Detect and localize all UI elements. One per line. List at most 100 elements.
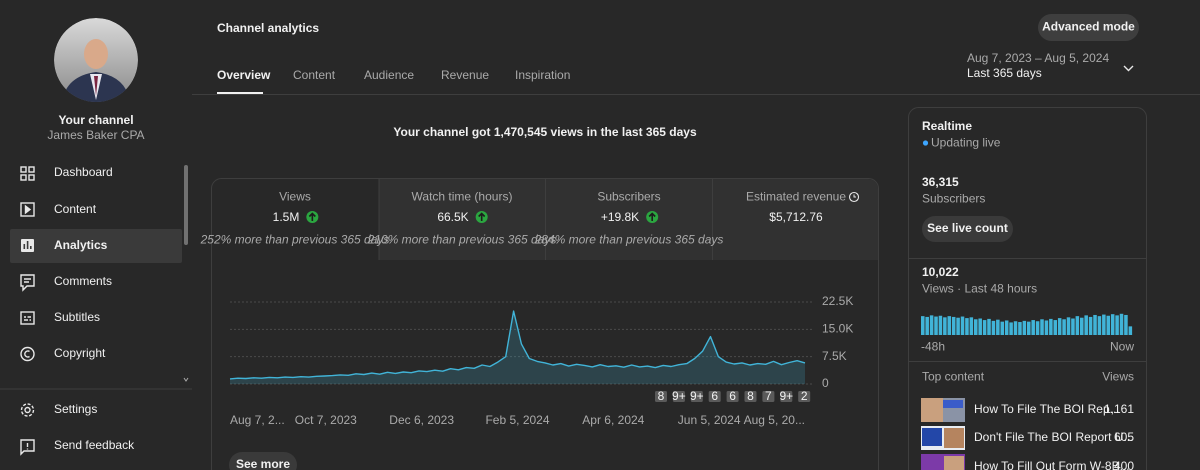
metric-value[interactable]: +19.8K xyxy=(601,210,639,224)
bar xyxy=(947,316,952,335)
nav-item[interactable]: Content xyxy=(54,202,97,216)
annotation-badge[interactable] xyxy=(672,391,685,402)
annotation-label[interactable]: 2 xyxy=(801,389,808,403)
content-title[interactable]: How To Fill Out Form W-8B... xyxy=(974,459,1130,470)
annotation-badge[interactable] xyxy=(780,391,793,402)
x-tick-label: Oct 7, 2023 xyxy=(295,413,357,427)
metric-label[interactable]: Estimated revenue xyxy=(746,190,846,204)
advanced-mode-button[interactable] xyxy=(1038,14,1139,41)
annotation-label[interactable]: 8 xyxy=(658,389,665,403)
annotation-label[interactable]: 8 xyxy=(747,389,754,403)
annotation-badge[interactable] xyxy=(798,391,811,402)
tab[interactable]: Revenue xyxy=(441,68,489,82)
metric-change: 284% more than previous 365 days xyxy=(534,233,724,247)
header: Channel analytics Overview Content Audie… xyxy=(192,14,1200,95)
date-period[interactable]: Last 365 days xyxy=(967,66,1042,80)
annotation-label[interactable]: 7 xyxy=(765,389,772,403)
bar xyxy=(1018,322,1022,335)
bar xyxy=(921,316,925,335)
bar xyxy=(978,318,982,335)
bar xyxy=(943,317,947,335)
annotation-badge[interactable] xyxy=(762,391,775,402)
nav-item[interactable]: Subtitles xyxy=(54,310,100,324)
see-more-button[interactable] xyxy=(229,452,297,470)
bar xyxy=(1097,316,1102,335)
live-count-button[interactable] xyxy=(922,216,1013,242)
annotation-badge[interactable] xyxy=(708,391,721,402)
bar xyxy=(938,315,943,335)
annotation-badge[interactable] xyxy=(655,391,667,402)
annotation-badge[interactable] xyxy=(726,391,739,402)
bar xyxy=(1031,320,1035,335)
scroll-arrow[interactable] xyxy=(183,377,189,382)
bar xyxy=(960,316,965,335)
bar xyxy=(1071,318,1075,335)
bar xyxy=(925,316,929,335)
bar xyxy=(991,320,996,335)
bar xyxy=(1128,326,1133,335)
metric-value[interactable]: 66.5K xyxy=(437,210,468,224)
nav-item[interactable]: Analytics xyxy=(54,238,108,252)
bar xyxy=(1009,322,1013,335)
views-area xyxy=(230,311,805,384)
bar xyxy=(1102,314,1106,335)
metric-value[interactable]: $5,712.76 xyxy=(769,210,823,224)
bar xyxy=(1062,319,1066,335)
bar xyxy=(1022,320,1027,335)
annotation-label[interactable]: 9+ xyxy=(672,389,686,403)
bar xyxy=(1004,320,1009,335)
nav-item[interactable]: Send feedback xyxy=(54,438,135,452)
overview-card: Views 1.5M 252% more than previous 365 day… xyxy=(200,178,879,470)
metric-label[interactable]: Subscribers xyxy=(597,190,660,204)
tab[interactable]: Audience xyxy=(364,68,414,82)
annotation-label[interactable]: 6 xyxy=(711,389,718,403)
info-icon-hands xyxy=(853,194,857,198)
bar xyxy=(1049,318,1053,335)
bar xyxy=(996,319,1000,335)
annotation-badge[interactable] xyxy=(690,391,703,402)
bar xyxy=(1119,313,1124,335)
views-count: 10,022 xyxy=(922,265,959,279)
bar xyxy=(1013,321,1018,335)
realtime-card: Realtime Updating live 36,315 Subscriber… xyxy=(908,107,1147,470)
top-views-label: Views xyxy=(1102,370,1134,384)
content-title[interactable]: How To File The BOI Rep... xyxy=(974,402,1120,416)
tab[interactable]: Overview xyxy=(217,68,271,82)
nav-item[interactable]: Copyright xyxy=(54,346,106,360)
subscriber-count: 36,315 xyxy=(922,175,959,189)
content-views: 1,161 xyxy=(1104,402,1134,416)
realtime-status: Updating live xyxy=(931,136,1001,150)
nav-item[interactable]: Dashboard xyxy=(54,165,113,179)
metric-value[interactable]: 1.5M xyxy=(273,210,300,224)
nav-active-bg xyxy=(10,229,182,263)
see-more-label[interactable]: See more xyxy=(236,457,290,470)
tab[interactable]: Inspiration xyxy=(515,68,570,82)
annotation-label[interactable]: 9+ xyxy=(690,389,704,403)
channel-label[interactable]: Your channel xyxy=(58,113,133,127)
annotation-label[interactable]: 6 xyxy=(729,389,736,403)
content-title[interactable]: Don't File The BOI Report U... xyxy=(974,430,1133,444)
advanced-mode-label[interactable]: Advanced mode xyxy=(1042,20,1135,34)
bar xyxy=(951,316,956,335)
tab[interactable]: Content xyxy=(293,68,336,82)
annotation-badge[interactable] xyxy=(744,391,757,402)
date-range[interactable]: Aug 7, 2023 – Aug 5, 2024 xyxy=(967,51,1109,65)
date-chevron[interactable] xyxy=(1123,65,1134,72)
subscriber-label: Subscribers xyxy=(922,192,985,206)
metric-tabs-bg xyxy=(379,179,878,260)
metric-label[interactable]: Watch time (hours) xyxy=(412,190,513,204)
nav-item[interactable]: Comments xyxy=(54,274,112,288)
bar xyxy=(965,318,969,335)
avatar[interactable] xyxy=(54,18,138,102)
trend-up-arrow xyxy=(308,212,316,221)
scrollbar[interactable] xyxy=(184,165,188,245)
nav-item[interactable]: Settings xyxy=(54,402,97,416)
annotation-label[interactable]: 9+ xyxy=(779,389,793,403)
live-count-label[interactable]: See live count xyxy=(927,221,1008,235)
realtime-title: Realtime xyxy=(922,119,972,133)
bar xyxy=(1106,315,1111,335)
info-icon xyxy=(848,191,860,203)
metric-label[interactable]: Views xyxy=(279,190,311,204)
bar xyxy=(934,316,938,335)
bar xyxy=(969,317,974,335)
